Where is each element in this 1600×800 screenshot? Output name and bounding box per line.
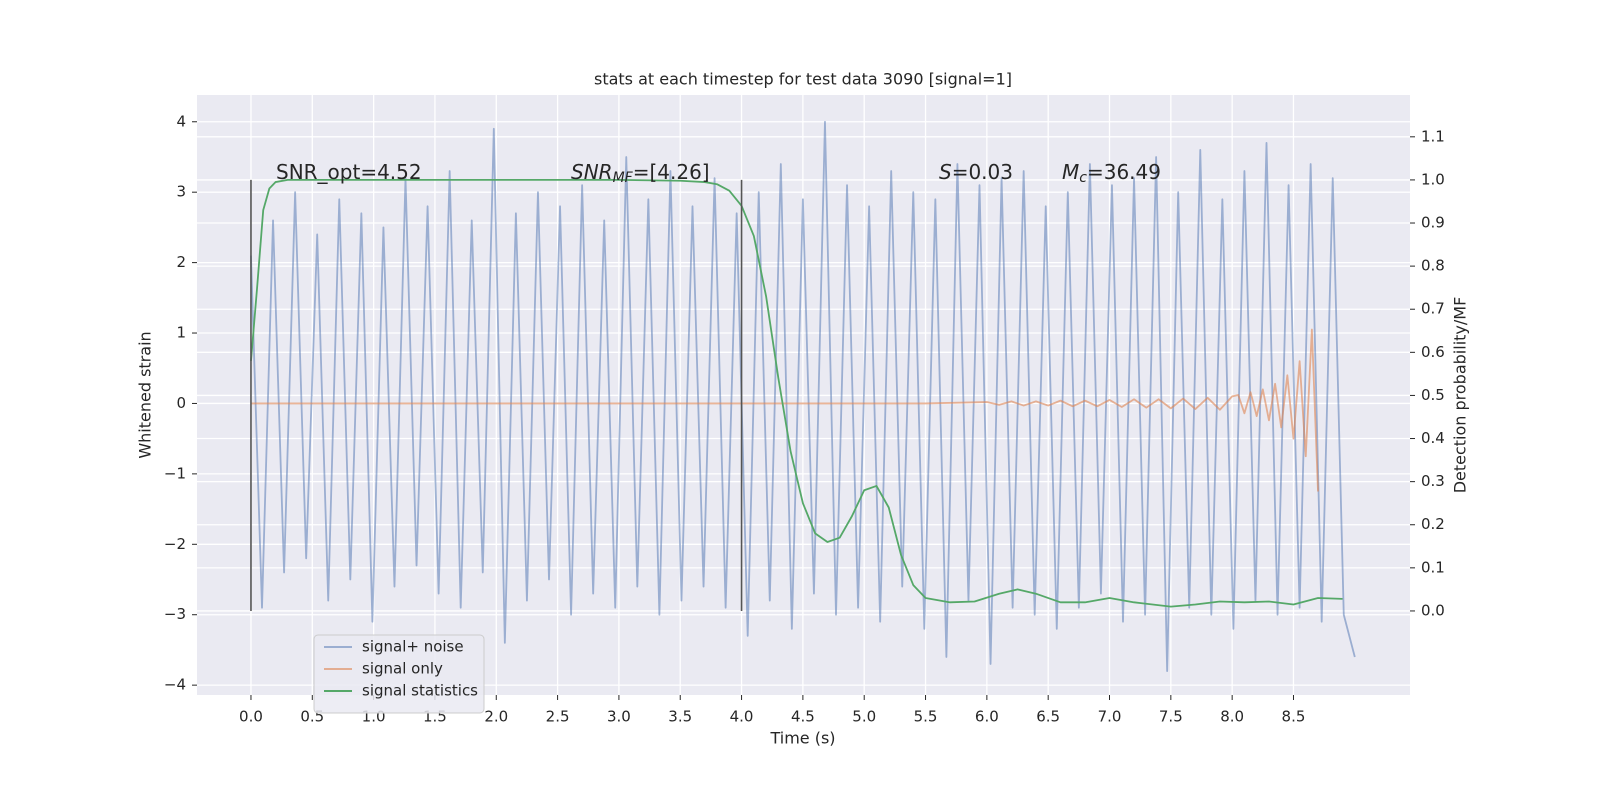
legend-label: signal statistics: [362, 682, 478, 700]
annotation: Mc=36.49: [1062, 160, 1161, 187]
y2-tick-label: 1.0: [1421, 170, 1445, 188]
annotation: S=0.03: [939, 160, 1013, 184]
annotation-text: =36.49: [1087, 160, 1161, 184]
x-tick-label: 8.5: [1282, 708, 1306, 726]
annotation: SNR_opt=4.52: [276, 160, 422, 184]
y2-axis-label: Detection probability/MF: [1451, 297, 1470, 494]
y-tick-label: 4: [176, 112, 186, 130]
y-tick-label: 3: [176, 183, 186, 201]
x-tick-label: 6.5: [1036, 708, 1060, 726]
annotation-subscript: c: [1079, 170, 1087, 186]
y2-tick-label: 1.1: [1421, 127, 1445, 145]
y2-tick-label: 0.3: [1421, 472, 1445, 490]
x-tick-label: 2.5: [546, 708, 570, 726]
y-tick-label: 2: [176, 253, 186, 271]
annotation-symbol: M: [1062, 160, 1079, 184]
annotation-text: =[4.26]: [633, 160, 710, 184]
y2-tick-label: 0.8: [1421, 257, 1445, 275]
y-axis-label: Whitened strain: [136, 331, 155, 458]
x-tick-label: 5.5: [914, 708, 938, 726]
y-tick-label: 1: [176, 324, 186, 342]
x-tick-label: 5.0: [852, 708, 876, 726]
y-tick-label: −1: [164, 464, 186, 482]
y2-tick-label: 0.6: [1421, 343, 1445, 361]
series-line: [250, 179, 1343, 608]
y2-tick-label: 0.5: [1421, 386, 1445, 404]
x-tick-label: 4.5: [791, 708, 815, 726]
series-line: [250, 328, 1319, 492]
y2-tick-label: 0.9: [1421, 214, 1445, 232]
annotation-subscript: MF: [613, 170, 634, 186]
series-line: [250, 120, 1356, 672]
legend-label: signal only: [362, 660, 443, 678]
x-tick-label: 0.0: [239, 708, 263, 726]
y-tick-label: −3: [164, 605, 186, 623]
annotation: SNRMF=[4.26]: [571, 160, 710, 187]
x-tick-label: 3.5: [668, 708, 692, 726]
annotation-symbol: S: [939, 160, 952, 184]
annotation-text: SNR_opt=4.52: [276, 160, 422, 184]
y2-tick-label: 0.7: [1421, 300, 1445, 318]
x-tick-label: 3.0: [607, 708, 631, 726]
x-tick-label: 2.0: [484, 708, 508, 726]
labels: 0.0 0.5 1.0 1.5 2.0 2.5 3.0 3.5 4.0 4.5 5.0 5.5 6.0 6…: [164, 112, 1445, 725]
y2-tick-label: 0.4: [1421, 429, 1445, 447]
legend-label: signal+ noise: [362, 638, 464, 656]
annotation-symbol: SNR: [571, 160, 613, 184]
x-tick-label: 7.5: [1159, 708, 1183, 726]
y-tick-label: −2: [164, 535, 186, 553]
x-axis-label: Time (s): [769, 729, 835, 748]
y2-tick-label: 0.2: [1421, 515, 1445, 533]
x-tick-label: 7.0: [1098, 708, 1122, 726]
y-tick-label: −4: [164, 676, 186, 694]
marks: [250, 120, 1356, 672]
chart-title: stats at each timestep for test data 309…: [594, 70, 1012, 89]
y-tick-label: 0: [176, 394, 186, 412]
y2-tick-label: 0.0: [1421, 601, 1445, 619]
y2-tick-label: 0.1: [1421, 558, 1445, 576]
x-tick-label: 6.0: [975, 708, 999, 726]
annotation-text: =0.03: [952, 160, 1013, 184]
x-tick-label: 4.0: [730, 708, 754, 726]
legend-box: [313, 634, 485, 714]
x-tick-label: 8.0: [1220, 708, 1244, 726]
